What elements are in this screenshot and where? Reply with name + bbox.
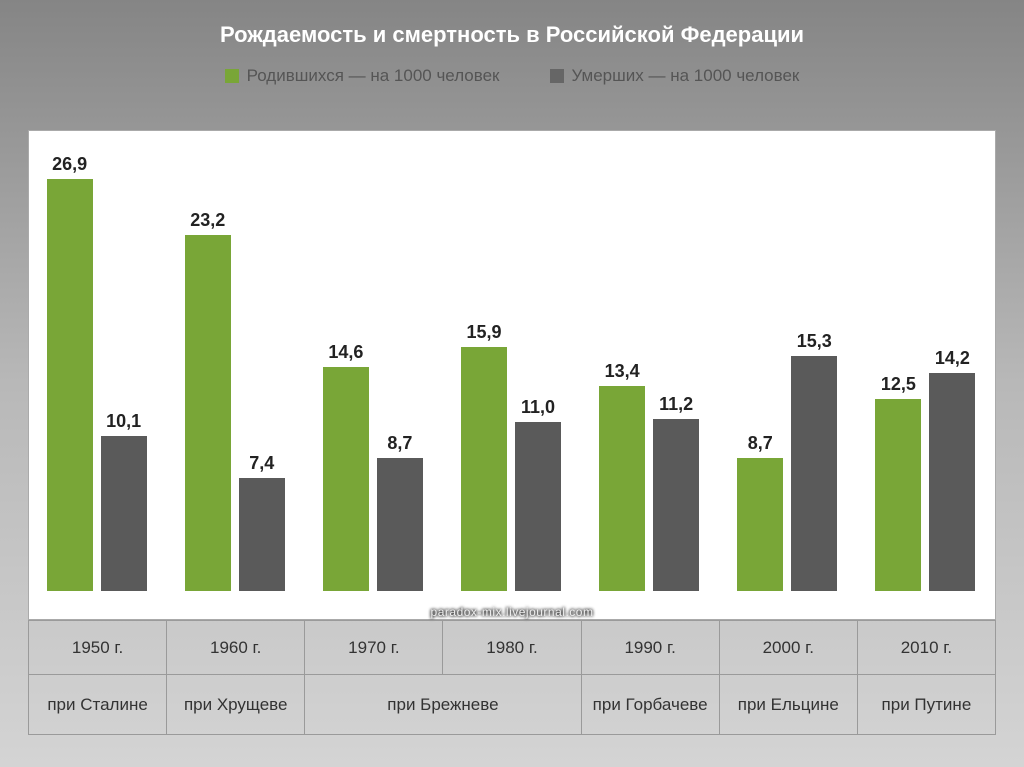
- year-cell: 2000 г.: [719, 621, 857, 675]
- birth-value-label: 13,4: [605, 361, 640, 382]
- birth-value-label: 15,9: [466, 322, 501, 343]
- death-bar: 15,3: [791, 356, 837, 591]
- death-bar: 7,4: [239, 478, 285, 591]
- death-swatch-icon: [550, 69, 564, 83]
- death-bar: 14,2: [929, 373, 975, 591]
- birth-bar: 8,7: [737, 458, 783, 591]
- birth-value-label: 12,5: [881, 374, 916, 395]
- birth-bar: 13,4: [599, 386, 645, 591]
- leader-cell: при Ельцине: [719, 675, 857, 735]
- birth-value-label: 23,2: [190, 210, 225, 231]
- bar-group: 26,910,1: [39, 131, 155, 591]
- birth-bar: 15,9: [461, 347, 507, 591]
- legend-item-death: Умерших — на 1000 человек: [550, 66, 800, 86]
- death-value-label: 14,2: [935, 348, 970, 369]
- legend-death-label: Умерших — на 1000 человек: [572, 66, 800, 86]
- death-bar: 10,1: [101, 436, 147, 591]
- watermark: paradox-mix.livejournal.com: [431, 605, 594, 619]
- death-value-label: 10,1: [106, 411, 141, 432]
- legend-birth-label: Родившихся — на 1000 человек: [247, 66, 500, 86]
- death-value-label: 15,3: [797, 331, 832, 352]
- year-cell: 1960 г.: [167, 621, 305, 675]
- bar-group: 14,68,7: [315, 131, 431, 591]
- x-axis-table: 1950 г.1960 г.1970 г.1980 г.1990 г.2000 …: [28, 620, 996, 735]
- death-value-label: 7,4: [249, 453, 274, 474]
- year-cell: 1970 г.: [305, 621, 443, 675]
- death-value-label: 11,2: [659, 394, 693, 415]
- birth-bar: 23,2: [185, 235, 231, 591]
- bar-group: 8,715,3: [729, 131, 845, 591]
- bar-group: 12,514,2: [867, 131, 983, 591]
- bar-group: 13,411,2: [591, 131, 707, 591]
- bar-group: 23,27,4: [177, 131, 293, 591]
- year-cell: 1950 г.: [29, 621, 167, 675]
- year-cell: 2010 г.: [857, 621, 995, 675]
- death-bar: 8,7: [377, 458, 423, 591]
- year-cell: 1980 г.: [443, 621, 581, 675]
- birth-value-label: 14,6: [328, 342, 363, 363]
- birth-bar: 26,9: [47, 179, 93, 591]
- plot-area: 26,910,123,27,414,68,715,911,013,411,28,…: [29, 131, 995, 591]
- death-value-label: 11,0: [521, 397, 555, 418]
- birth-bar: 14,6: [323, 367, 369, 591]
- leader-cell: при Брежневе: [305, 675, 581, 735]
- death-value-label: 8,7: [387, 433, 412, 454]
- leader-cell: при Горбачеве: [581, 675, 719, 735]
- chart-title: Рождаемость и смертность в Российской Фе…: [0, 0, 1024, 48]
- birth-swatch-icon: [225, 69, 239, 83]
- birth-bar: 12,5: [875, 399, 921, 591]
- chart-frame: 26,910,123,27,414,68,715,911,013,411,28,…: [28, 130, 996, 620]
- legend: Родившихся — на 1000 человек Умерших — н…: [0, 66, 1024, 86]
- bar-group: 15,911,0: [453, 131, 569, 591]
- death-bar: 11,2: [653, 419, 699, 591]
- birth-value-label: 26,9: [52, 154, 87, 175]
- legend-item-birth: Родившихся — на 1000 человек: [225, 66, 500, 86]
- death-bar: 11,0: [515, 422, 561, 591]
- leader-cell: при Сталине: [29, 675, 167, 735]
- birth-value-label: 8,7: [748, 433, 773, 454]
- year-cell: 1990 г.: [581, 621, 719, 675]
- leader-cell: при Хрущеве: [167, 675, 305, 735]
- leader-cell: при Путине: [857, 675, 995, 735]
